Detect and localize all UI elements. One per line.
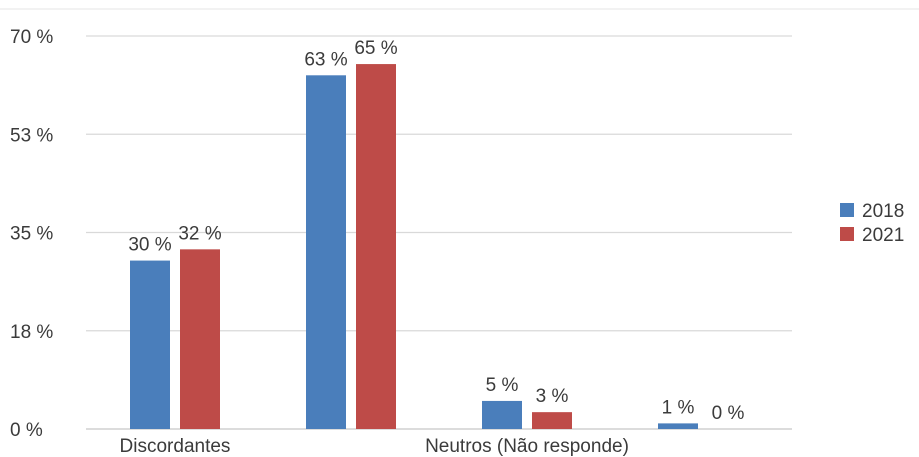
bar-2018-1 (306, 75, 346, 430)
data-label-2018-0: 30 % (128, 235, 171, 256)
data-label-2018-1: 63 % (304, 49, 347, 70)
category-label: Discordantes (120, 436, 231, 457)
bar-2018-0 (130, 260, 170, 429)
data-label-2021-0: 32 % (178, 223, 221, 244)
y-tick-label: 70 % (10, 27, 53, 48)
y-tick-label: 53 % (10, 125, 53, 146)
category-label: Neutros (Não responde) (425, 436, 629, 457)
legend-label-2021: 2021 (862, 225, 904, 246)
bar-2018-2 (482, 400, 522, 429)
legend-swatch-2018 (840, 203, 854, 217)
y-tick-label: 35 % (10, 224, 53, 245)
bar-2021-1 (356, 64, 396, 430)
legend-swatch-2021 (840, 227, 854, 241)
y-tick-label: 0 % (10, 420, 43, 441)
y-tick-label: 18 % (10, 322, 53, 343)
legend-label-2018: 2018 (862, 201, 904, 222)
data-label-2018-3: 1 % (662, 397, 695, 418)
data-label-2018-2: 5 % (486, 375, 519, 396)
data-label-2021-2: 3 % (536, 386, 569, 407)
data-label-2021-1: 65 % (354, 38, 397, 59)
data-label-2021-3: 0 % (712, 403, 745, 424)
bar-2021-0 (180, 249, 220, 429)
bar-2021-2 (532, 412, 572, 429)
bar-2018-3 (658, 423, 698, 429)
